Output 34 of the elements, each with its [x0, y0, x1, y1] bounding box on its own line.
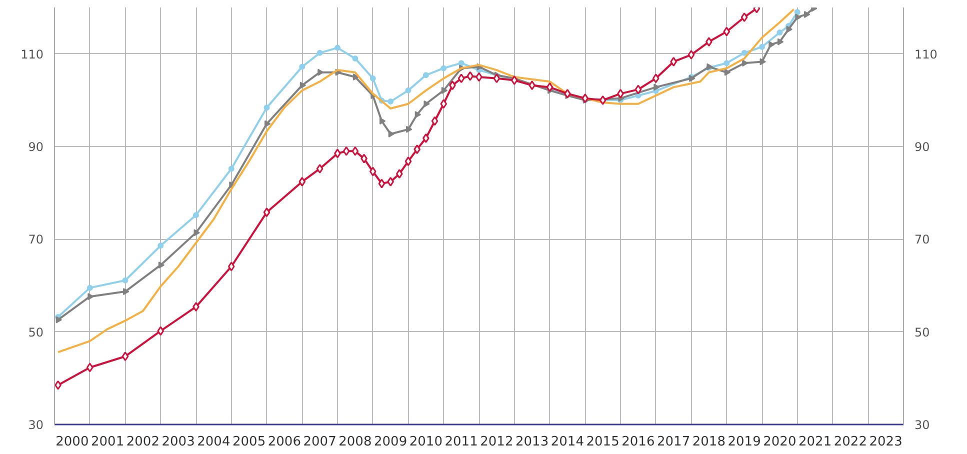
x-tick-label: 2021 — [798, 434, 832, 450]
x-tick-label: 2007 — [303, 434, 336, 450]
x-tick-label: 2023 — [869, 434, 902, 450]
x-tick-label: 2004 — [197, 434, 230, 450]
x-tick-label: 2002 — [126, 434, 160, 450]
x-tick-label: 2006 — [268, 434, 301, 450]
x-tick-label: 2015 — [586, 434, 620, 450]
x-tick-label: 2009 — [374, 434, 408, 450]
x-tick-label: 2003 — [162, 434, 195, 450]
x-tick-label: 2020 — [763, 434, 796, 450]
y-tick-label: 110 — [20, 47, 44, 62]
x-tick-label: 2016 — [622, 434, 655, 450]
x-tick-label: 2022 — [834, 434, 867, 450]
x-tick-label: 2000 — [56, 434, 89, 450]
y2-tick-label: 90 — [914, 140, 930, 154]
x-tick-label: 2019 — [728, 434, 761, 450]
x-tick-label: 2005 — [232, 434, 266, 450]
y-tick-label: 50 — [28, 325, 44, 340]
x-tick-label: 2013 — [516, 434, 549, 450]
x-tick-label: 2010 — [409, 434, 442, 450]
y-tick-label: 90 — [28, 140, 44, 154]
y2-tick-label: 70 — [914, 232, 930, 247]
y2-tick-label: 50 — [914, 325, 930, 340]
x-tick-label: 2012 — [480, 434, 514, 450]
y-tick-label: 70 — [28, 232, 44, 247]
x-tick-label: 2018 — [692, 434, 726, 450]
x-tick-label: 2014 — [550, 434, 584, 450]
x-tick-label: 2001 — [91, 434, 124, 450]
x-tick-label: 2011 — [444, 434, 478, 450]
x-tick-label: 2017 — [657, 434, 690, 450]
x-tick-label: 2008 — [338, 434, 372, 450]
y2-tick-label: 110 — [914, 47, 938, 62]
y2-tick-label: 30 — [914, 418, 930, 432]
y-tick-label: 30 — [28, 418, 44, 432]
